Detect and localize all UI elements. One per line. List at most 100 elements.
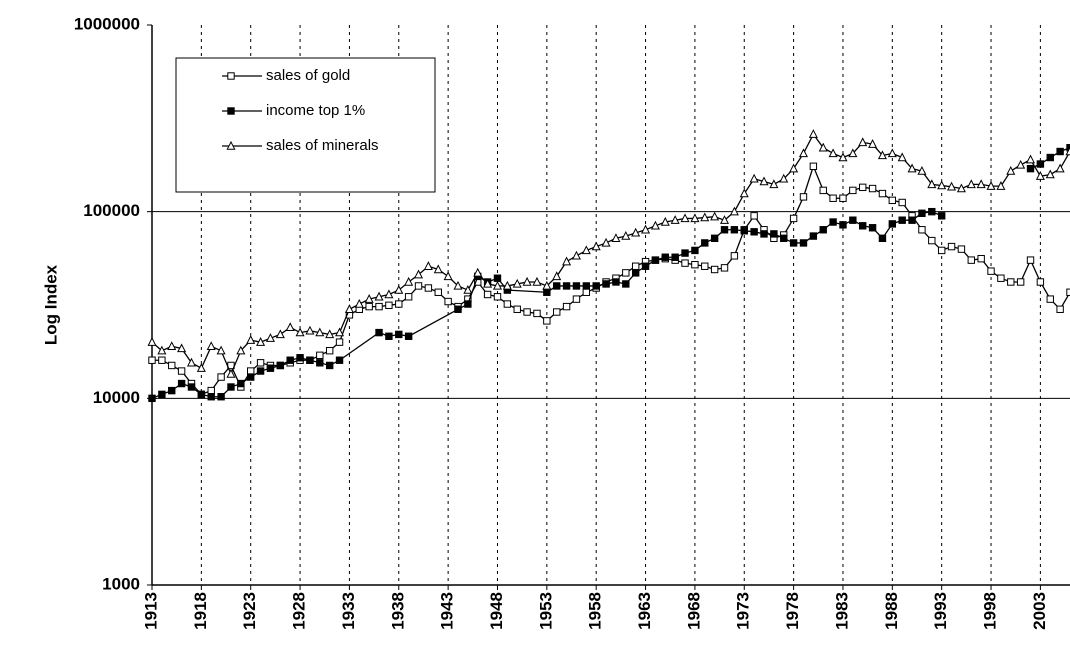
marker	[236, 345, 246, 355]
marker	[839, 194, 847, 202]
marker	[927, 179, 937, 189]
marker	[848, 148, 858, 158]
marker	[780, 234, 788, 242]
marker	[177, 343, 187, 353]
marker	[216, 345, 226, 355]
marker	[395, 330, 403, 339]
marker	[226, 140, 236, 150]
y-tick-label: 1000000	[74, 14, 140, 33]
marker	[740, 227, 748, 235]
legend-label: sales of minerals	[266, 137, 379, 154]
marker	[1066, 288, 1070, 296]
marker	[601, 237, 611, 247]
marker	[365, 302, 373, 311]
marker	[562, 282, 571, 290]
marker	[701, 262, 709, 270]
marker	[680, 213, 690, 223]
marker	[473, 267, 483, 277]
marker	[385, 301, 393, 310]
marker	[888, 220, 897, 228]
marker	[206, 341, 216, 350]
marker	[168, 361, 176, 370]
marker	[148, 394, 156, 403]
marker	[798, 148, 809, 158]
marker	[661, 253, 669, 261]
marker	[266, 364, 275, 372]
marker	[908, 216, 916, 224]
marker	[887, 148, 897, 158]
marker	[226, 368, 236, 378]
marker	[413, 269, 424, 279]
marker	[1056, 147, 1064, 156]
marker	[720, 264, 729, 272]
marker	[553, 308, 561, 316]
marker	[553, 282, 561, 290]
marker	[868, 184, 877, 193]
marker	[769, 179, 779, 189]
marker	[937, 246, 946, 255]
marker	[148, 356, 156, 364]
marker	[1026, 256, 1035, 264]
marker	[512, 278, 522, 288]
marker	[1046, 153, 1054, 162]
marker	[868, 224, 877, 232]
marker	[808, 129, 818, 138]
marker	[237, 379, 245, 388]
marker	[1016, 159, 1026, 169]
x-tick-label: 1938	[388, 592, 407, 630]
marker	[217, 393, 225, 401]
marker	[631, 262, 640, 270]
x-tick-label: 1943	[438, 592, 457, 630]
marker	[207, 393, 215, 401]
marker	[928, 236, 936, 245]
marker	[582, 282, 591, 290]
marker	[898, 216, 906, 224]
marker	[819, 186, 827, 195]
marker	[186, 357, 197, 367]
marker	[1045, 169, 1055, 179]
marker	[285, 322, 295, 332]
marker	[286, 356, 294, 364]
marker	[1007, 278, 1015, 286]
marker	[571, 250, 581, 260]
marker	[395, 300, 403, 308]
marker	[582, 288, 591, 296]
marker	[730, 226, 739, 234]
x-tick-label: 1913	[141, 592, 160, 630]
marker	[937, 212, 946, 220]
marker	[167, 341, 177, 350]
marker	[967, 256, 975, 264]
marker	[177, 379, 186, 388]
marker	[859, 222, 867, 230]
marker	[918, 226, 926, 234]
marker	[483, 278, 493, 288]
marker	[265, 333, 275, 342]
marker	[917, 165, 927, 175]
marker	[464, 300, 472, 308]
marker	[316, 359, 324, 367]
marker	[157, 345, 167, 355]
marker	[670, 215, 680, 224]
x-tick-label: 1993	[931, 592, 950, 630]
x-tick-label: 1963	[635, 592, 654, 630]
marker	[1026, 154, 1036, 164]
marker	[818, 142, 828, 152]
marker	[898, 198, 906, 207]
marker	[247, 373, 255, 381]
marker	[256, 367, 265, 375]
marker	[977, 254, 985, 263]
marker	[720, 226, 729, 234]
marker	[532, 276, 542, 286]
series-line	[151, 132, 1070, 376]
marker	[809, 232, 818, 240]
marker	[1036, 160, 1045, 168]
marker	[877, 150, 887, 160]
marker	[404, 332, 413, 340]
marker	[611, 233, 621, 242]
marker	[770, 230, 778, 238]
marker	[306, 356, 314, 364]
marker	[581, 245, 591, 255]
y-tick-label: 1000	[102, 574, 140, 593]
marker	[1066, 144, 1070, 152]
x-tick-label: 1958	[586, 592, 605, 630]
